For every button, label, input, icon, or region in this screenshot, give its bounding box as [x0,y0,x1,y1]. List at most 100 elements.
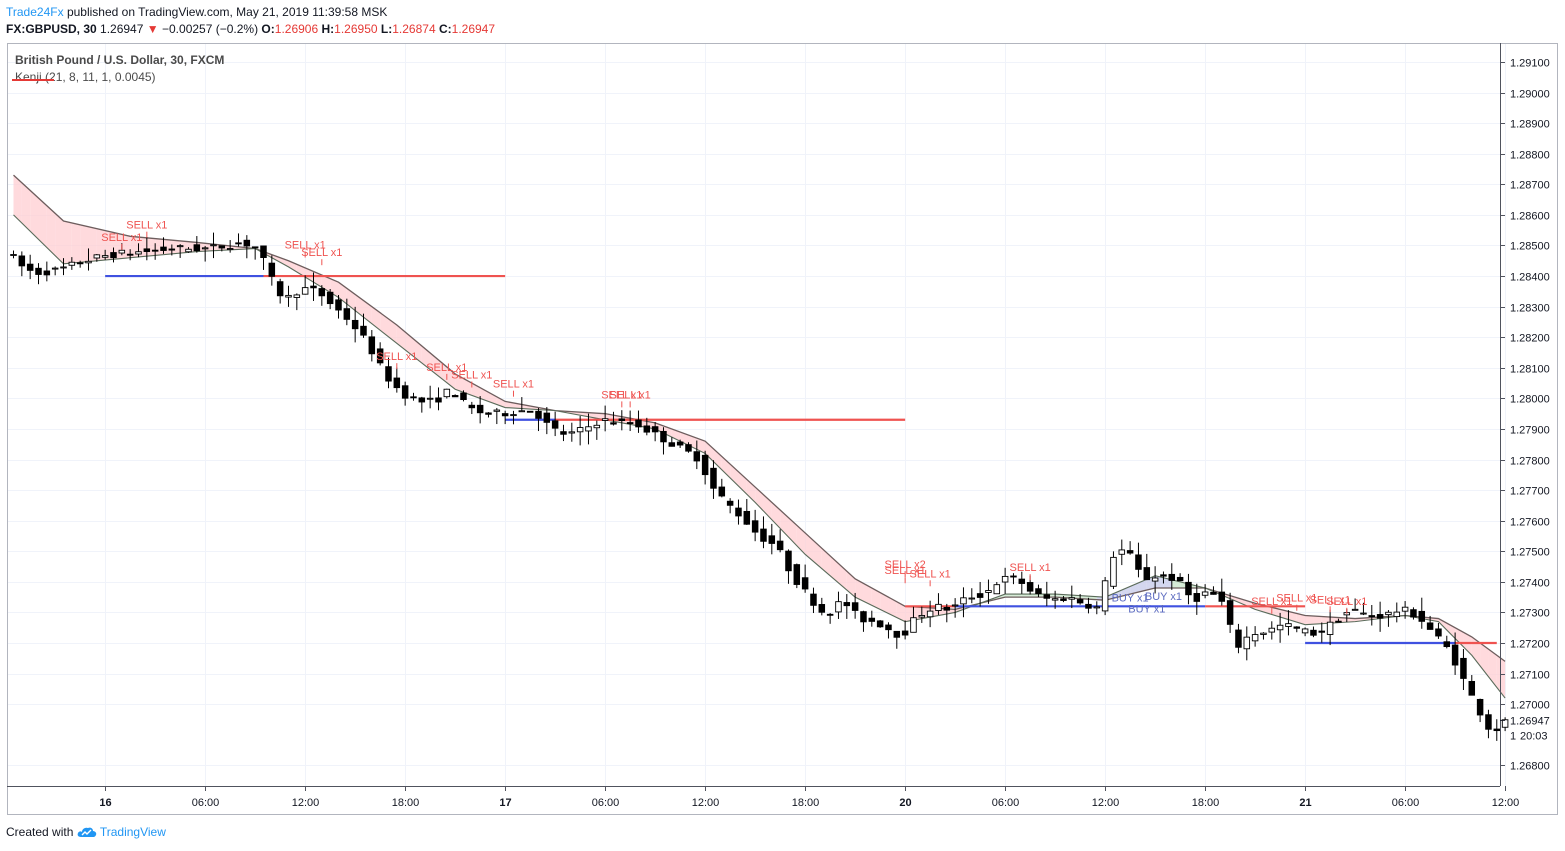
candle [826,613,834,624]
price-tick-label: 1.29000 [1510,89,1550,101]
candle [35,263,42,285]
candle [860,610,867,632]
price-axis[interactable]: 1.29100 1.29000 1.28900 1.28800 1.28700 1.286… [1500,58,1550,773]
symbol-interval: FX:GBPUSD, 30 [6,22,97,36]
candle [1260,632,1267,640]
candle [1468,675,1476,696]
time-tick-label: 06:00 [1392,797,1420,809]
price-tick-label: 1.27800 [1510,456,1550,468]
candle-body [960,597,967,605]
candle [251,246,259,260]
candle [801,564,809,593]
candle-body [601,418,609,421]
candle-body [685,444,692,452]
candle-body [760,528,767,542]
candle-body [526,410,534,413]
candle-body [493,409,501,412]
candle-body [35,267,42,275]
candle-body [985,590,992,593]
candle-body [1201,591,1209,596]
candle-body [1301,628,1309,634]
candle-body [868,617,876,622]
sell-signal-label: SELL x1 [426,362,467,374]
candle-body [1160,574,1167,577]
cloud-segment [405,331,414,357]
time-tick-label: 06:00 [192,797,220,809]
candle-body [310,285,317,289]
price-tick-label: 1.27900 [1510,425,1550,437]
candle-body [318,288,326,297]
candle [1335,618,1342,623]
candle [685,442,692,453]
cloud-segment [55,213,64,264]
candle-body [1010,575,1017,578]
cloud-segment [371,306,381,331]
candle [610,411,617,426]
candle [476,396,484,424]
candle [43,261,51,282]
candle [110,247,117,263]
candle [501,410,509,425]
grid [8,44,1506,786]
slow-line [13,174,1506,662]
candle-body [1093,606,1101,609]
author-link[interactable]: Trade24Fx [6,5,64,19]
time-axis[interactable]: 16 06:00 12:00 18:00 17 06:00 12:00 18:00 20 06:0… [99,786,1519,809]
candle-body [1451,644,1459,666]
sell-signal-label: SELL x1 [285,240,326,252]
candle-body [243,239,251,247]
candle-body [651,426,659,433]
candle-body [68,261,76,266]
candle [1385,610,1392,627]
candle-body [1235,629,1242,648]
cloud-segment [1288,611,1297,623]
candle [1435,622,1442,639]
candle [1426,615,1434,630]
cloud-segment [396,324,406,350]
candle-body [660,430,667,443]
candle [1493,719,1501,741]
candle [1101,577,1109,616]
sell-signal-label: SELL x2 [885,559,926,571]
candle [735,499,742,525]
candle [560,424,567,442]
candle-body [135,251,142,255]
candle [126,249,134,261]
candle [243,235,251,259]
candle [26,254,34,280]
candle [468,401,476,415]
candle [1251,626,1259,647]
candle-body [1226,600,1234,625]
candle [868,610,876,627]
close-label: C: [438,22,452,36]
candle [493,407,501,425]
candle [1185,573,1192,605]
candle-body [435,397,442,403]
candle [818,597,826,616]
candle-body [1185,581,1192,596]
candle [1326,609,1334,646]
time-tick-label: 18:00 [392,797,420,809]
cloud-segment [1013,594,1022,598]
cloud-segment [46,205,56,256]
candle [935,593,942,615]
candle-body [1376,614,1384,619]
price-tick-label: 1.26800 [1510,761,1550,773]
cloud-segment [1296,613,1306,625]
cloud-segment [30,190,39,240]
candle [1485,709,1492,739]
cloud-segment [63,221,72,264]
candle-body [1293,626,1301,629]
candle [976,581,984,607]
candle [768,523,776,555]
candle-body [560,431,567,435]
candle [726,498,734,514]
candle [226,240,234,253]
tradingview-brand[interactable]: TradingView [99,825,166,839]
candle [76,260,84,268]
candle [393,367,401,393]
indicator-legend[interactable]: Kenji (21, 8, 11, 1, 0.0045) [12,70,156,84]
candle-body [251,246,259,249]
candle [576,415,584,446]
